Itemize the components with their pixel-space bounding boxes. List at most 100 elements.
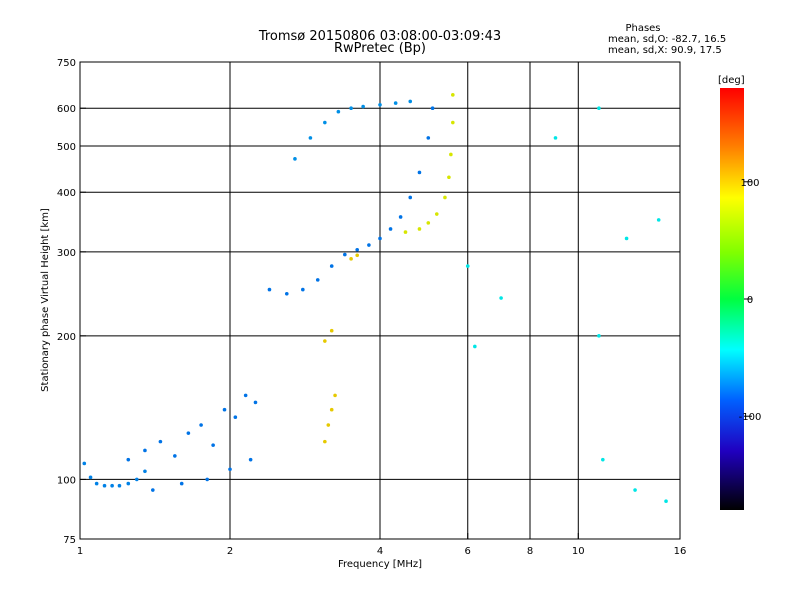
data-point — [143, 469, 147, 474]
data-point — [301, 287, 305, 292]
x-tick-label: 4 — [377, 546, 383, 557]
data-point — [403, 230, 408, 234]
y-axis-label: Stationary phase Virtual Height [km] — [40, 208, 51, 392]
data-point — [323, 120, 327, 125]
data-point — [326, 423, 331, 427]
data-point — [158, 439, 163, 444]
data-point — [343, 252, 347, 257]
data-point — [624, 236, 629, 241]
data-point — [430, 106, 435, 111]
data-point — [126, 481, 131, 486]
data-point — [378, 103, 382, 107]
colorbar-ticks: 100 0 -100 — [739, 178, 762, 423]
data-point — [243, 393, 248, 398]
colorbar-tick-label: -100 — [739, 412, 762, 423]
data-point — [597, 334, 601, 338]
data-points — [82, 93, 668, 504]
data-point — [110, 483, 114, 488]
data-point — [134, 477, 139, 482]
data-point — [228, 467, 232, 472]
colorbar-tick-label: 100 — [740, 178, 759, 189]
colorbar-tick-label: 0 — [747, 295, 753, 306]
stats-o-line: mean, sd,O: -82.7, 16.5 — [608, 34, 726, 45]
data-point — [94, 481, 99, 486]
data-point — [447, 175, 451, 180]
data-point — [417, 227, 422, 231]
data-point — [222, 407, 227, 412]
x-tick-label: 6 — [465, 546, 471, 557]
chart-title: Tromsø 20150806 03:08:00-03:09:43 — [258, 29, 501, 44]
data-point — [329, 328, 334, 333]
y-tick-label: 750 — [57, 58, 76, 69]
data-point — [349, 257, 353, 261]
data-point — [408, 99, 413, 104]
data-point — [199, 423, 203, 427]
data-point — [102, 483, 107, 488]
data-point — [82, 461, 87, 466]
colorbar — [720, 88, 744, 510]
data-point — [253, 400, 258, 405]
x-tick-label: 10 — [572, 546, 585, 557]
x-axis-ticks: 1 2 4 6 8 10 16 — [77, 533, 687, 557]
data-point — [323, 439, 327, 444]
data-point — [473, 344, 477, 349]
y-tick-label: 200 — [57, 332, 76, 343]
data-point — [426, 136, 431, 140]
data-point — [308, 136, 313, 140]
data-point — [126, 457, 131, 462]
data-point — [186, 431, 191, 435]
data-point — [117, 483, 122, 488]
data-point — [333, 393, 337, 398]
gridlines — [80, 62, 680, 539]
data-point — [388, 227, 393, 231]
data-point — [173, 454, 177, 458]
data-point — [443, 195, 447, 200]
data-point — [553, 136, 558, 140]
data-point — [664, 499, 668, 504]
data-point — [151, 488, 155, 492]
y-tick-label: 75 — [63, 535, 76, 546]
data-point — [267, 287, 272, 292]
data-point — [499, 296, 503, 300]
data-point — [367, 243, 371, 247]
data-point — [143, 448, 147, 453]
data-point — [284, 291, 289, 296]
data-point — [656, 218, 661, 222]
chart-subtitle: RwPretec (Bp) — [334, 41, 426, 56]
data-point — [179, 481, 184, 486]
x-tick-label: 8 — [527, 546, 533, 557]
data-point — [378, 236, 382, 241]
data-point — [329, 407, 334, 412]
data-point — [451, 93, 455, 97]
data-point — [355, 253, 359, 258]
data-point — [633, 488, 637, 492]
data-point — [426, 221, 431, 225]
x-tick-label: 16 — [674, 546, 687, 557]
data-point — [329, 264, 334, 268]
y-tick-label: 400 — [57, 188, 76, 199]
data-point — [336, 109, 341, 114]
data-point — [233, 415, 238, 420]
y-axis-ticks: 75 100 200 300 400 500 600 750 — [57, 58, 86, 546]
data-point — [393, 101, 398, 105]
x-axis-label: Frequency [MHz] — [338, 559, 422, 570]
y-tick-label: 100 — [57, 475, 76, 486]
data-point — [355, 247, 359, 252]
data-point — [211, 443, 215, 447]
data-point — [408, 195, 413, 200]
data-point — [205, 477, 209, 482]
data-point — [597, 106, 601, 111]
x-tick-label: 1 — [77, 546, 83, 557]
stats-x-line: mean, sd,X: 90.9, 17.5 — [608, 45, 722, 56]
data-point — [293, 157, 297, 161]
data-point — [398, 215, 403, 219]
data-point — [465, 264, 470, 268]
data-point — [315, 278, 320, 282]
data-point — [601, 457, 605, 462]
data-point — [88, 475, 93, 480]
data-point — [417, 170, 422, 175]
colorbar-label: [deg] — [718, 75, 745, 86]
y-tick-label: 500 — [57, 142, 76, 153]
